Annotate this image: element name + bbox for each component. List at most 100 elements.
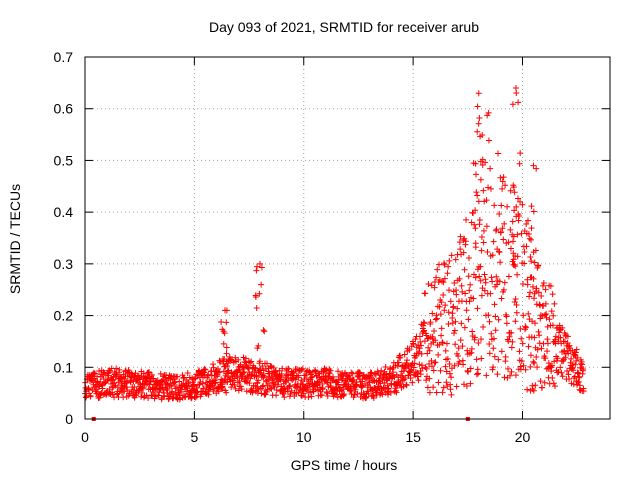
data-point — [232, 385, 239, 392]
data-point — [253, 267, 260, 274]
data-point — [470, 295, 477, 302]
data-point — [544, 340, 551, 347]
data-point — [466, 350, 473, 357]
data-point — [463, 383, 470, 390]
data-point — [518, 230, 525, 237]
data-point — [467, 365, 474, 372]
data-point — [484, 248, 491, 255]
data-point — [518, 358, 525, 365]
data-point — [530, 275, 537, 282]
data-point — [118, 374, 125, 381]
data-point — [523, 221, 530, 228]
data-point — [453, 291, 460, 298]
data-point — [550, 380, 557, 387]
data-point — [549, 322, 556, 329]
data-point — [574, 354, 581, 361]
data-point — [552, 333, 559, 340]
data-point — [472, 274, 479, 281]
data-point — [109, 376, 116, 383]
data-point — [498, 202, 505, 209]
data-point — [479, 131, 486, 138]
data-point — [440, 279, 447, 286]
data-point — [290, 370, 297, 377]
data-point — [445, 321, 452, 328]
data-point — [382, 364, 389, 371]
data-point — [475, 198, 482, 205]
data-point — [536, 332, 543, 339]
data-point — [507, 372, 514, 379]
data-point — [461, 324, 468, 331]
data-point — [467, 380, 474, 387]
data-point — [177, 395, 184, 402]
data-point — [564, 333, 571, 340]
data-point — [298, 366, 305, 373]
data-point — [223, 319, 230, 326]
data-point — [557, 334, 564, 341]
data-point — [365, 390, 372, 397]
data-point — [527, 254, 534, 261]
data-point — [527, 289, 534, 296]
data-point — [516, 160, 523, 167]
data-point — [205, 371, 212, 378]
data-point — [279, 365, 286, 372]
data-point — [483, 223, 490, 230]
data-point — [394, 363, 401, 370]
data-point — [409, 379, 416, 386]
data-point — [523, 243, 530, 250]
data-point — [510, 233, 517, 240]
data-point — [451, 362, 458, 369]
data-point — [508, 329, 515, 336]
data-point — [525, 230, 532, 237]
data-point — [421, 320, 428, 327]
data-point — [466, 298, 473, 305]
data-point — [463, 216, 470, 223]
data-point — [114, 384, 121, 391]
data-point — [461, 266, 468, 273]
data-point — [433, 274, 440, 281]
data-point — [486, 350, 493, 357]
data-point — [312, 368, 319, 375]
data-point — [403, 381, 410, 388]
data-point — [113, 365, 120, 372]
data-point — [340, 386, 347, 393]
data-point — [287, 391, 294, 398]
data-point — [526, 235, 533, 242]
data-point — [169, 395, 176, 402]
data-point — [421, 338, 428, 345]
data-point — [498, 348, 505, 355]
data-point — [423, 377, 430, 384]
data-point — [472, 207, 479, 214]
data-point — [176, 378, 183, 385]
data-point — [554, 355, 561, 362]
data-point — [465, 316, 472, 323]
data-point — [527, 363, 534, 370]
data-point — [531, 360, 538, 367]
data-point — [457, 233, 464, 240]
data-point — [491, 353, 498, 360]
data-point — [434, 266, 441, 273]
data-point — [327, 367, 334, 374]
data-point — [227, 374, 234, 381]
y-tick-label: 0.6 — [54, 101, 74, 117]
data-point — [475, 370, 482, 377]
data-point — [447, 298, 454, 305]
data-point — [501, 220, 508, 227]
data-point — [485, 109, 492, 116]
data-point — [224, 368, 231, 375]
data-point — [221, 376, 228, 383]
data-point — [429, 310, 436, 317]
data-point — [263, 377, 270, 384]
plot-frame — [84, 56, 611, 420]
data-point — [412, 336, 419, 343]
data-point — [243, 378, 250, 385]
x-tick-label: 0 — [81, 429, 89, 445]
data-point — [519, 281, 526, 288]
data-point — [401, 351, 408, 358]
data-point — [537, 378, 544, 385]
data-point — [436, 261, 443, 268]
data-point — [510, 238, 517, 245]
data-point — [526, 293, 533, 300]
data-point — [333, 391, 340, 398]
chart-title: Day 093 of 2021, SRMTID for receiver aru… — [209, 19, 479, 35]
data-point — [308, 374, 315, 381]
